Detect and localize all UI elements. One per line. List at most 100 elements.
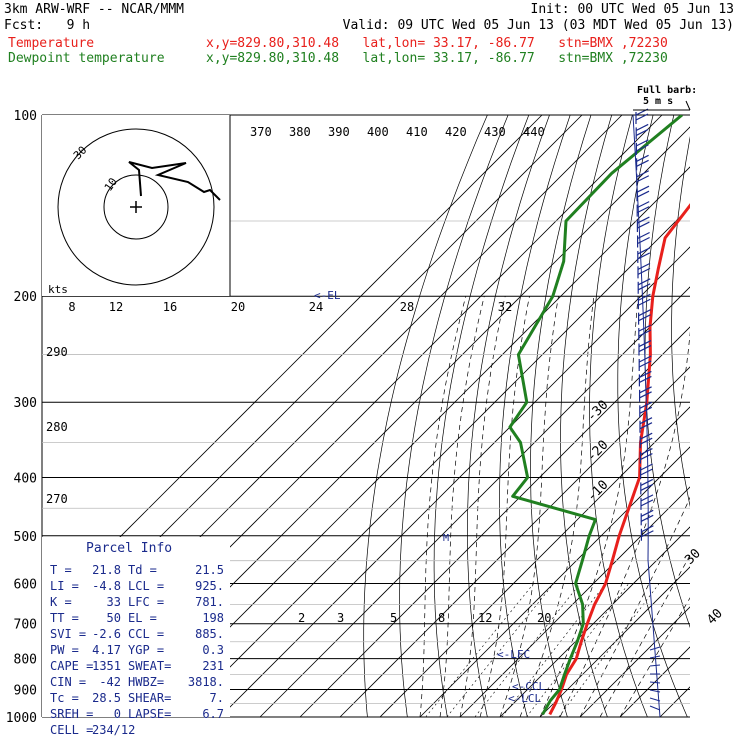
wind-barb-flag xyxy=(636,159,649,167)
theta-tick-label: 420 xyxy=(445,125,467,139)
barb-legend-tick xyxy=(685,100,691,111)
parcel-info-value: 0 xyxy=(114,707,121,721)
parcel-info-key: CCL = xyxy=(128,627,164,641)
parcel-info-key: LCL = xyxy=(128,579,164,593)
moist-adiabat-line xyxy=(579,496,690,717)
wind-barb-flag xyxy=(639,432,653,440)
wind-barb-flag xyxy=(640,478,654,486)
dry-adiabat-line xyxy=(723,115,740,730)
wind-barb-flag xyxy=(640,468,653,476)
dry-adiabat-line xyxy=(560,115,613,717)
wind-barb-flag xyxy=(636,175,650,183)
theta-e-tick-label: 280 xyxy=(46,420,68,434)
parcel-info-value: 28.5 xyxy=(92,691,121,705)
moist-adiabat-line xyxy=(419,296,467,717)
isotherm-line xyxy=(259,286,690,717)
wind-barb-flag xyxy=(639,422,653,430)
level-annotation: <-LCL xyxy=(508,692,541,705)
dry-adiabat-line xyxy=(671,136,690,508)
wind-barbs xyxy=(632,108,661,718)
parcel-info-value: 234/12 xyxy=(92,723,135,737)
wind-barb-flag xyxy=(636,190,650,198)
theta-tick-label: 430 xyxy=(484,125,506,139)
level-annotation: <-CCL xyxy=(512,680,545,693)
wind-barb-flag xyxy=(640,483,654,491)
wind-barb-flag xyxy=(637,247,651,255)
mixing-ratio-label: 5 xyxy=(390,611,397,625)
pressure-tick-label: 400 xyxy=(14,471,37,486)
parcel-info-value: 4.17 xyxy=(92,643,121,657)
isotherm-line xyxy=(139,166,690,717)
isotherm-line xyxy=(299,326,690,717)
parcel-info-key: HWBZ= xyxy=(128,675,164,689)
isotherm-line xyxy=(539,566,690,717)
wind-barb-flag xyxy=(638,329,652,337)
location-temp: x,y=829.80,310.48 lat,lon= 33.17, -86.77… xyxy=(206,36,668,51)
wind-barb-flag xyxy=(638,345,652,353)
isotherm-line xyxy=(179,206,690,717)
dry-adiabat-line xyxy=(499,115,571,717)
parcel-info-value: 231 xyxy=(202,659,224,673)
moist-adiabat-line xyxy=(519,296,595,717)
parcel-info-value: 781. xyxy=(195,595,224,609)
wind-barb-flag xyxy=(649,655,661,659)
mixing-ratio-line xyxy=(425,583,534,717)
wind-barb-flag xyxy=(640,509,654,517)
parcel-info-key: SHEAR= xyxy=(128,691,171,705)
wind-barb-flag xyxy=(639,386,652,394)
parcel-info-key: K = xyxy=(50,595,72,609)
parcel-info-key: CIN = xyxy=(50,675,86,689)
level-annotation: <-LFC xyxy=(497,648,530,661)
parcel-info-key: YGP = xyxy=(128,643,164,657)
wind-barb-flag xyxy=(639,370,652,378)
mixing-ratio-label: 8 xyxy=(438,611,445,625)
isotherm-tick-label: -30 xyxy=(584,398,611,425)
pressure-tick-label: 800 xyxy=(14,653,37,668)
hodograph-ring-inner xyxy=(103,174,169,240)
wind-barb-flag xyxy=(637,278,651,286)
wind-barb-flag xyxy=(640,453,653,461)
parcel-info-key: CAPE = xyxy=(50,659,93,673)
parcel-info-background xyxy=(42,537,230,717)
wind-barb-flag xyxy=(649,689,661,693)
isotherm-line xyxy=(579,606,690,717)
hodograph-units-label: kts xyxy=(48,283,68,296)
sounding-profiles xyxy=(508,115,690,716)
parcel-info-key: SREH = xyxy=(50,707,93,721)
isotherm-line xyxy=(379,406,690,717)
wind-barb-flag xyxy=(649,681,661,684)
wind-barb-flag xyxy=(649,646,661,651)
pressure-tick-label: 100 xyxy=(14,109,37,124)
wind-barb-flag xyxy=(636,201,650,209)
speed-scale-label: 12 xyxy=(109,300,123,314)
isotherm-tick-label: -10 xyxy=(584,478,611,505)
parcel-info-value: 21.8 xyxy=(92,563,121,577)
parcel-info-key: SVI = xyxy=(50,627,86,641)
isotherm-line xyxy=(42,115,543,616)
moist-adiabat-line xyxy=(459,296,506,717)
pressure-tick-label: 500 xyxy=(14,530,37,545)
parcel-info-value: 21.5 xyxy=(195,563,224,577)
wind-barb-flag xyxy=(637,267,651,275)
mixing-ratio-label: 2 xyxy=(298,611,305,625)
moist-adiabat-line xyxy=(619,597,690,717)
parcel-info-key: Td = xyxy=(128,563,157,577)
parcel-info-box: Parcel Info T = 21.8 Td = 21.5 LI = -4.8 LCL = 9… xyxy=(42,537,230,737)
wind-barb-flag xyxy=(640,499,654,507)
parcel-info-key: T = xyxy=(50,563,72,577)
wind-barb-flag xyxy=(635,128,649,136)
speed-scale-label: 28 xyxy=(400,300,414,314)
parcel-info-value: 885. xyxy=(195,627,224,641)
dewpoint-profile xyxy=(508,115,683,716)
init-time: Init: 00 UTC Wed 05 Jun 13 xyxy=(530,2,735,17)
pressure-tick-label: 1000 xyxy=(6,711,37,726)
forecast-hour: Fcst: 9 h xyxy=(4,18,91,33)
barb-legend-title: Full barb: xyxy=(637,85,697,96)
theta-tick-label: 410 xyxy=(406,125,428,139)
wind-barb-flag xyxy=(637,236,650,245)
level-annotation: M xyxy=(443,533,449,544)
wind-barb-flag xyxy=(649,664,661,667)
parcel-info-value: 198 xyxy=(202,611,224,625)
isotherm-tick-label: 30 xyxy=(682,546,704,568)
